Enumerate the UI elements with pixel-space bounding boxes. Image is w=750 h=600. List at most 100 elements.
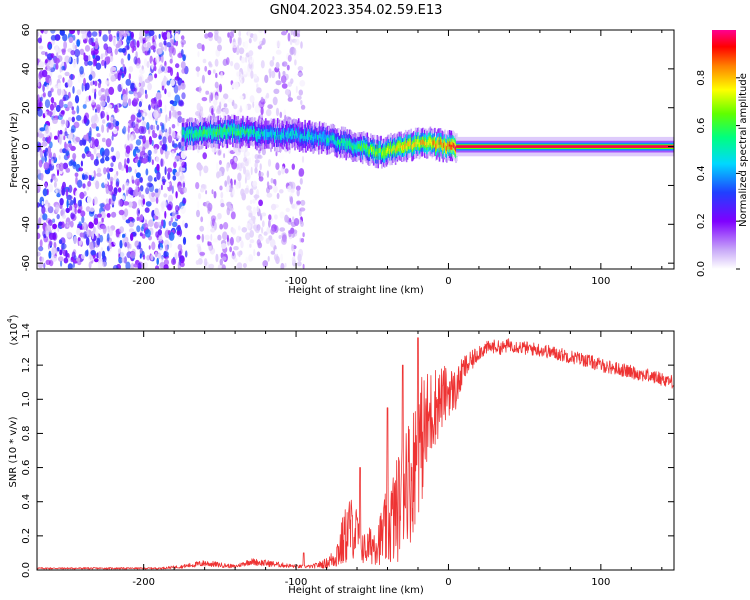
- spectrogram-noise-cell: [91, 42, 96, 47]
- spectrogram-noise-cell: [161, 200, 167, 208]
- spectrogram-ridge-cell: [231, 126, 233, 131]
- spectrogram-noise-cell: [87, 60, 93, 66]
- spectrogram-ridge-cell: [299, 134, 302, 140]
- spectrogram-ridge-cell: [234, 131, 237, 137]
- spectrogram-noise-cell: [204, 234, 210, 241]
- spectrogram-noise-cell: [135, 63, 141, 69]
- spectrogram-noise-cell: [158, 99, 163, 108]
- spectrogram-noise-cell: [229, 158, 234, 165]
- spectrogram-noise-cell: [221, 243, 227, 249]
- spectrogram-noise-cell: [46, 110, 53, 116]
- spectrogram-ridge-cell: [263, 131, 265, 137]
- spectrogram-noise-cell: [214, 81, 219, 89]
- spectrogram-noise-cell: [210, 233, 213, 242]
- spectrogram-noise-cell: [83, 174, 88, 180]
- spectrogram-noise-cell: [265, 109, 272, 117]
- spectrogram-noise-cell: [146, 254, 151, 261]
- spectrogram-noise-cell: [100, 211, 106, 220]
- spectrogram-noise-cell: [144, 46, 149, 52]
- spectrogram-noise-cell: [177, 185, 182, 193]
- spectrogram-ridge-cell: [421, 140, 423, 146]
- spectrogram-noise-cell: [291, 243, 295, 252]
- spectrogram-noise-cell: [289, 38, 293, 46]
- spectrogram-ridge-cell: [393, 144, 396, 150]
- spectrogram-noise-cell: [284, 168, 289, 174]
- spectrogram-noise-cell: [76, 39, 81, 47]
- spectrogram-noise-cell: [158, 187, 161, 195]
- spectrogram-ridge-cell: [348, 140, 350, 146]
- spectrogram-noise-cell: [258, 176, 264, 182]
- spectrogram-noise-cell: [158, 243, 161, 250]
- colorbar-tick-label: 0.4: [696, 165, 707, 181]
- spectrogram-noise-cell: [245, 256, 249, 264]
- spectrogram-noise-cell: [215, 216, 219, 221]
- spectrogram-ridge-cell: [323, 133, 326, 139]
- spectrogram-noise-cell: [81, 216, 85, 224]
- spectrogram-ridge-cell: [300, 134, 303, 140]
- spectrogram-noise-cell: [235, 265, 239, 269]
- spectrogram-noise-cell: [145, 168, 149, 176]
- snr-axes: -200 -100 0 100 0.0 0.2 0.4 0.6 0.8 1.0 1.2 1.4: [21, 323, 674, 588]
- spectrogram-y-tick-label: -20: [21, 177, 32, 193]
- spectrogram-noise-cell: [211, 189, 214, 195]
- spectrogram-noise-cell: [210, 92, 213, 102]
- spectrogram-noise-cell: [296, 189, 300, 197]
- spectrogram-noise-cell: [217, 264, 222, 269]
- spectrogram-noise-cell: [48, 232, 55, 240]
- spectrogram-ridge-cell: [381, 152, 383, 158]
- spectrogram-ridge-cell: [280, 134, 283, 140]
- spectrogram-ridge-cell: [370, 145, 372, 150]
- spectrogram-noise-cell: [280, 253, 283, 262]
- spectrogram-noise-cell: [101, 53, 107, 58]
- spectrogram-noise-cell: [231, 42, 238, 49]
- spectrogram-noise-cell: [294, 38, 300, 46]
- spectrogram-noise-cell: [90, 65, 93, 74]
- spectrogram-noise-cell: [129, 243, 132, 249]
- spectrogram-ridge-cell: [411, 144, 413, 150]
- spectrogram-noise-cell: [63, 135, 66, 141]
- spectrogram-noise-cell: [120, 58, 124, 65]
- spectrogram-noise-cell: [164, 88, 167, 95]
- spectrogram-ridge-cell: [194, 129, 197, 135]
- spectrogram-noise-cell: [52, 223, 57, 230]
- spectrogram-noise-cell: [59, 30, 65, 36]
- spectrogram-noise-cell: [182, 197, 187, 204]
- spectrogram-ridge-cell: [258, 131, 261, 137]
- spectrogram-ridge-cell: [243, 128, 246, 134]
- spectrogram-ridge-cell: [364, 144, 367, 150]
- spectrogram-ridge-cell: [242, 127, 244, 133]
- spectrogram-ridge-cell: [446, 146, 448, 152]
- spectrogram-noise-cell: [126, 35, 131, 41]
- spectrogram-noise-cell: [41, 141, 48, 147]
- spectrogram-ridge-cell: [404, 144, 406, 149]
- spectrogram-noise-cell: [230, 211, 236, 220]
- spectrogram-noise-cell: [107, 172, 111, 180]
- spectrogram-noise-cell: [93, 158, 99, 167]
- spectrogram-noise-cell: [161, 219, 164, 227]
- spectrogram-noise-cell: [95, 62, 102, 70]
- spectrogram-noise-cell: [45, 51, 48, 57]
- spectrogram-ridge-cell: [223, 127, 226, 132]
- spectrogram-noise-cell: [37, 31, 40, 37]
- spectrogram-noise-cell: [97, 213, 102, 218]
- spectrogram-ridge-cell: [450, 142, 453, 148]
- spectrogram-noise-cell: [259, 235, 264, 241]
- spectrogram-noise-cell: [122, 93, 128, 103]
- spectrogram-noise-cell: [203, 184, 207, 190]
- spectrogram-noise-cell: [252, 198, 256, 204]
- spectrogram-noise-cell: [79, 139, 84, 146]
- spectrogram-y-tick-label: -60: [21, 255, 32, 271]
- spectrogram-noise-cell: [238, 30, 242, 38]
- spectrogram-noise-cell: [86, 150, 92, 157]
- spectrogram-ridge-cell: [343, 141, 346, 147]
- spectrogram-noise-cell: [268, 219, 271, 228]
- spectrogram-noise-cell: [233, 246, 239, 251]
- spectrogram-noise-cell: [254, 104, 261, 114]
- spectrogram-noise-cell: [239, 95, 244, 100]
- spectrogram-noise-cell: [134, 82, 140, 89]
- spectrogram-noise-cell: [46, 61, 53, 70]
- spectrogram-noise-cell: [248, 50, 254, 57]
- snr-y-tick-label: 0.2: [21, 528, 32, 544]
- spectrogram-noise-cell: [83, 115, 88, 124]
- spectrogram-ridge-cell: [292, 130, 294, 136]
